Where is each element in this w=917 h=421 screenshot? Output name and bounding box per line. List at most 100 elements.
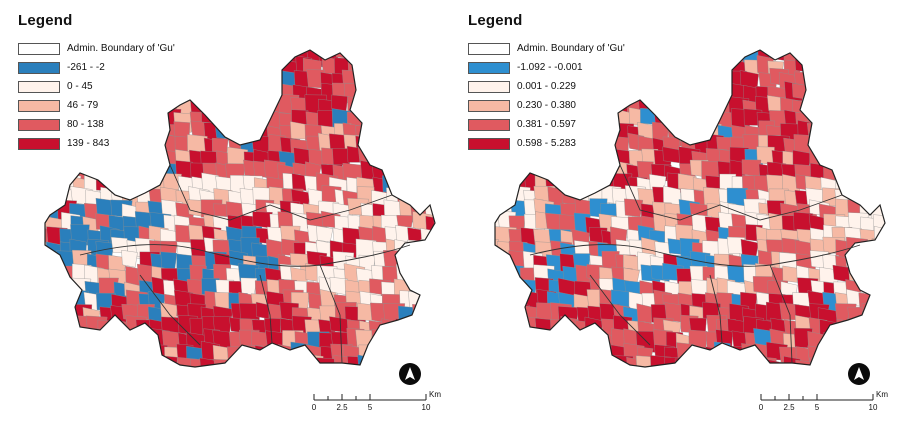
district-cell [383,120,403,138]
district-cell [58,383,79,385]
district-cell [495,98,512,119]
district-cell [887,159,890,179]
district-cell [544,94,563,113]
district-cell [495,344,501,366]
district-cell [860,240,879,262]
district-cell [436,266,440,287]
district-cell [84,50,103,65]
district-cell [72,146,91,167]
district-cell [495,290,504,310]
district-cell [572,55,590,77]
district-cell [386,146,407,169]
district-cell [212,72,233,93]
district-cell [74,69,94,90]
district-cell [425,369,440,385]
district-cell [424,252,435,272]
district-cell [832,84,853,104]
district-cell [823,69,844,90]
district-cell [562,73,586,90]
legend-label: 46 - 79 [67,100,99,111]
district-cell [702,50,725,67]
district-cell [423,58,435,76]
district-cell [758,369,779,385]
district-cell [347,356,368,367]
district-cell [510,108,529,131]
district-cell [148,122,167,142]
district-cell [874,190,885,209]
district-cell [22,242,42,263]
gu-boundary [169,164,393,221]
district-cell [395,318,413,337]
district-cell [409,175,432,197]
district-cell [792,83,812,100]
legend-item: Admin. Boundary of 'Gu' [468,39,625,58]
legend-label: Admin. Boundary of 'Gu' [67,43,175,54]
district-cell [833,110,856,130]
district-cell [470,308,490,327]
district-cell [281,371,303,385]
legend-item: 0.381 - 0.597 [468,115,625,134]
district-cell [666,109,683,128]
district-cell [191,60,213,80]
district-cell [470,289,490,310]
district-cell [652,94,672,114]
district-cell [74,368,94,385]
district-cell [544,84,565,105]
legend: Legend Admin. Boundary of 'Gu' -261 - -2… [18,12,175,153]
district-cell [135,82,156,101]
district-cell [532,121,551,144]
district-cell [858,333,876,353]
district-cell [45,109,54,129]
district-cell [549,333,568,351]
district-cell [384,382,400,385]
district-cell [561,333,581,355]
district-cell [495,189,514,210]
district-cell [703,357,720,367]
district-cell [396,50,418,64]
district-cell [601,72,620,95]
district-cell [808,97,831,117]
scale-tick: 2.5 [783,403,795,412]
district-cell [845,133,867,153]
legend-label: Admin. Boundary of 'Gu' [517,43,625,54]
district-cell [110,368,129,385]
district-cell [586,383,604,385]
district-cell [597,358,619,367]
district-cell [675,73,696,92]
district-cell [718,383,736,385]
district-cell [495,95,505,116]
district-cell [481,382,503,385]
district-cell [810,369,830,385]
district-cell [434,73,435,91]
district-cell [522,96,541,114]
district-cell [849,160,870,181]
district-cell [691,371,710,385]
district-cell [847,306,870,328]
district-cell [497,384,519,385]
district-cell [716,367,732,385]
district-cell [888,242,890,260]
district-cell [886,305,890,324]
district-cell [397,121,418,139]
district-cell [885,133,890,151]
district-cell [396,253,415,272]
district-cell [495,355,503,367]
district-cell [252,211,273,229]
district-cell [166,383,187,385]
district-cell [70,345,89,363]
district-cell [822,50,842,66]
district-cells [22,50,440,385]
district-cell [534,50,556,65]
district-cell [368,124,389,144]
district-cell [394,60,418,78]
gu-boundary [589,264,793,364]
district-cell [678,58,699,79]
district-cell [139,372,159,385]
district-cell [470,354,490,375]
legend-swatch [468,61,510,74]
district-cell [573,80,596,99]
legend-title: Legend [468,12,523,29]
district-cell [888,214,890,235]
district-cell [188,371,209,385]
district-cell [875,159,885,178]
